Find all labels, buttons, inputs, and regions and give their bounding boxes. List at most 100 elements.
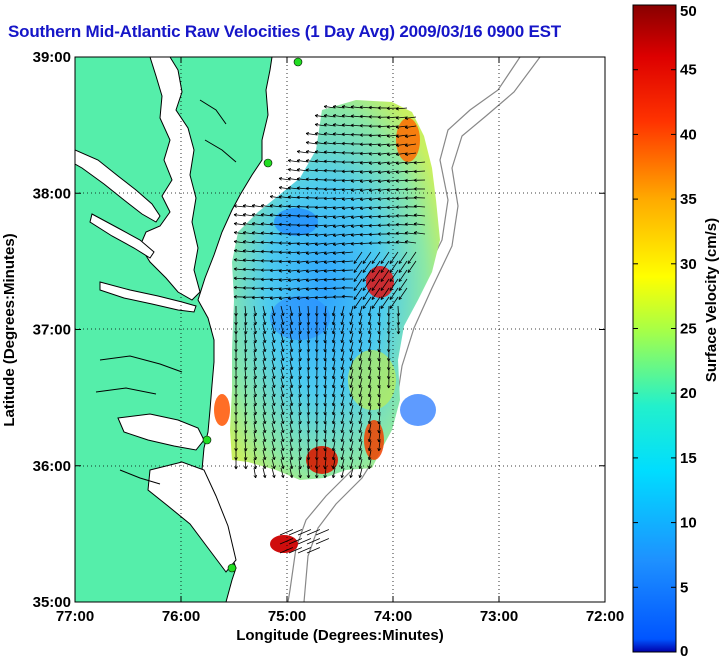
velocity-arrow	[288, 159, 300, 163]
velocity-arrow	[323, 197, 336, 200]
x-tick-label: 77:00	[56, 608, 94, 625]
velocity-arrow	[360, 197, 372, 201]
velocity-arrow	[396, 179, 408, 182]
velocity-arrow	[369, 197, 381, 200]
velocity-arrow	[315, 215, 327, 218]
velocity-arrow	[324, 359, 327, 370]
colorbar-tick-label: 25	[680, 321, 697, 338]
velocity-arrow	[244, 323, 247, 334]
velocity-arrow	[253, 395, 257, 406]
velocity-arrow	[262, 305, 266, 316]
velocity-arrow	[243, 250, 255, 253]
velocity-arrow	[289, 368, 293, 379]
velocity-arrow	[378, 341, 381, 352]
velocity-arrow	[350, 404, 354, 415]
velocity-arrow	[377, 125, 390, 128]
velocity-arrow	[261, 204, 273, 208]
velocity-arrow	[306, 287, 318, 290]
velocity-arrow	[350, 449, 354, 460]
velocity-arrow	[244, 341, 247, 352]
velocity-arrow	[405, 134, 417, 138]
colorbar-tick-label: 50	[680, 3, 697, 20]
velocity-arrow	[341, 440, 345, 451]
velocity-arrow	[324, 233, 336, 236]
velocity-arrow	[333, 242, 345, 245]
velocity-arrow	[332, 305, 336, 316]
velocity-arrow	[378, 152, 390, 155]
velocity-arrow	[270, 195, 282, 199]
velocity-arrow	[271, 440, 275, 451]
velocity-hotspot	[364, 420, 384, 460]
velocity-arrow	[280, 323, 284, 334]
velocity-arrow	[307, 404, 310, 416]
y-tick-label: 37:00	[33, 322, 71, 339]
velocity-arrow	[279, 196, 291, 199]
velocity-arrow	[324, 341, 327, 352]
velocity-arrow	[360, 206, 372, 209]
velocity-arrow	[252, 241, 264, 244]
velocity-arrow	[253, 350, 257, 361]
velocity-arrow	[298, 305, 301, 316]
velocity-arrow	[243, 231, 255, 235]
velocity-arrow	[405, 223, 417, 226]
velocity-arrow	[244, 458, 247, 469]
velocity-arrow	[324, 350, 327, 361]
velocity-arrow	[351, 197, 363, 200]
velocity-arrow	[280, 305, 284, 316]
velocity-arrow	[324, 106, 336, 109]
velocity-arrow	[362, 260, 372, 273]
velocity-arrow	[351, 179, 363, 182]
velocity-arrow	[306, 169, 318, 172]
velocity-arrow	[368, 413, 372, 424]
velocity-arrow	[378, 170, 390, 174]
velocity-arrow	[405, 241, 417, 244]
velocity-arrow	[298, 314, 301, 325]
y-tick-label: 38:00	[33, 185, 71, 202]
velocity-arrow	[324, 142, 336, 145]
velocity-arrow	[315, 269, 327, 272]
velocity-arrow	[307, 458, 310, 470]
velocity-arrow	[298, 458, 301, 469]
velocity-arrow	[368, 377, 372, 388]
velocity-arrow	[324, 440, 327, 451]
velocity-arrow	[398, 251, 408, 264]
velocity-arrow	[396, 134, 408, 137]
velocity-arrow	[298, 350, 301, 361]
velocity-arrow	[280, 431, 284, 442]
velocity-arrow	[324, 114, 336, 118]
velocity-arrow	[244, 413, 247, 424]
velocity-arrow	[359, 431, 363, 442]
velocity-arrow	[333, 197, 345, 200]
velocity-arrow	[380, 287, 390, 300]
velocity-arrow	[253, 413, 257, 424]
velocity-arrow	[341, 269, 354, 271]
velocity-arrow	[353, 260, 363, 273]
velocity-arrow	[378, 197, 390, 200]
velocity-arrow	[297, 242, 309, 245]
velocity-arrow	[315, 242, 327, 245]
velocity-arrow	[333, 115, 345, 118]
velocity-arrow	[261, 232, 273, 235]
velocity-arrow	[253, 386, 257, 397]
velocity-arrow	[378, 179, 390, 183]
velocity-arrow	[353, 287, 363, 300]
velocity-arrow	[288, 529, 303, 536]
velocity-arrow	[244, 350, 247, 361]
velocity-arrow	[307, 440, 310, 452]
velocity-arrow	[262, 422, 266, 433]
velocity-arrow	[378, 188, 390, 191]
velocity-arrow	[262, 350, 266, 361]
velocity-arrow	[307, 422, 310, 434]
velocity-arrow	[243, 205, 255, 208]
velocity-arrow	[386, 116, 399, 119]
velocity-arrow	[398, 260, 408, 273]
velocity-arrow	[261, 214, 273, 217]
velocity-arrow	[279, 538, 294, 545]
velocity-arrow	[288, 269, 300, 272]
velocity-arrow	[353, 296, 363, 309]
velocity-arrow	[413, 205, 426, 208]
velocity-arrow	[342, 224, 354, 228]
velocity-arrow	[280, 404, 284, 415]
velocity-arrow	[307, 449, 310, 461]
x-tick-label: 73:00	[480, 608, 518, 625]
